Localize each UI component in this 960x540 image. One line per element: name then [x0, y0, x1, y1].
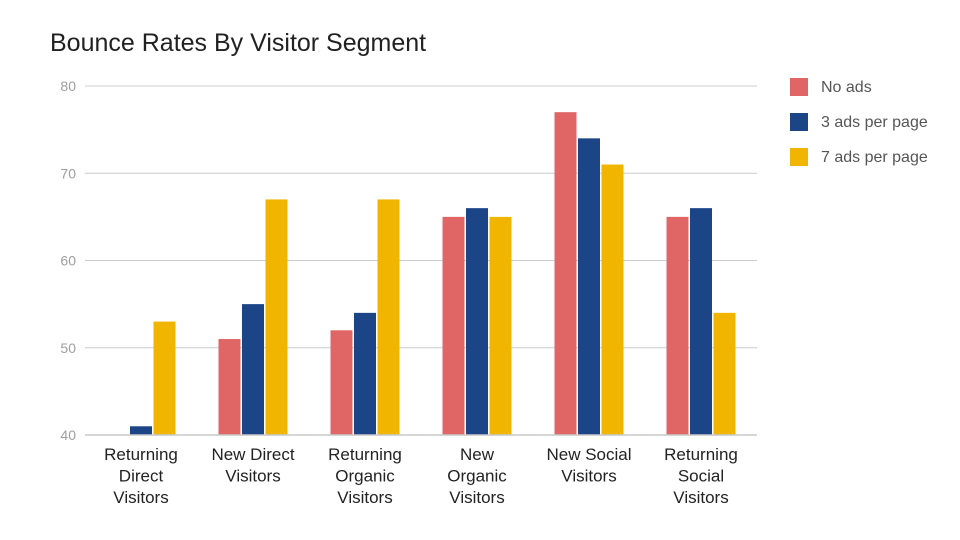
bar — [554, 112, 577, 436]
y-tick-label: 60 — [60, 253, 76, 269]
bar — [713, 312, 736, 435]
bar — [354, 312, 376, 435]
x-tick-label: Visitors — [673, 488, 728, 507]
bar — [466, 208, 488, 435]
bar — [578, 138, 600, 435]
x-tick-label: Visitors — [225, 467, 280, 486]
x-tick-label: Returning — [664, 445, 738, 464]
x-tick-label: New Direct — [211, 445, 294, 464]
bar — [153, 321, 176, 435]
x-tick-label: Social — [678, 467, 724, 486]
bar — [330, 330, 353, 435]
x-tick-label: Visitors — [561, 467, 616, 486]
x-tick-label: Visitors — [449, 488, 504, 507]
x-tick-label: New Social — [546, 445, 631, 464]
bar — [377, 199, 400, 435]
bar — [242, 304, 264, 435]
bar — [218, 339, 241, 435]
legend-swatch — [790, 148, 808, 166]
bar — [489, 216, 512, 435]
chart-title: Bounce Rates By Visitor Segment — [50, 29, 426, 57]
bar — [265, 199, 288, 435]
legend-label: No ads — [821, 79, 872, 96]
legend-swatch — [790, 113, 808, 131]
legend-swatch — [790, 78, 808, 96]
legend: No ads 3 ads per page 7 ads per page — [790, 78, 928, 166]
x-tick-label: Direct — [119, 467, 164, 486]
x-axis-labels: Returning Direct Visitors New Direct Visitor… — [104, 445, 738, 507]
y-tick-label: 70 — [60, 165, 76, 181]
bar — [442, 216, 465, 435]
bar-layer — [85, 112, 757, 436]
x-tick-label: Organic — [447, 467, 507, 486]
x-tick-label: Visitors — [337, 488, 392, 507]
bar — [690, 208, 712, 435]
x-tick-label: Visitors — [113, 488, 168, 507]
legend-label: 7 ads per page — [821, 149, 928, 166]
y-tick-label: 50 — [60, 340, 76, 356]
grid-layer: 40 50 60 70 80 — [60, 78, 757, 443]
x-tick-label: Returning — [328, 445, 402, 464]
x-tick-label: New — [460, 445, 495, 464]
legend-label: 3 ads per page — [821, 114, 928, 131]
x-tick-label: Organic — [335, 467, 395, 486]
y-tick-label: 80 — [60, 78, 76, 94]
bar — [601, 164, 624, 435]
x-tick-label: Returning — [104, 445, 178, 464]
bar — [130, 426, 152, 435]
bar — [666, 216, 689, 435]
y-tick-label: 40 — [60, 427, 76, 443]
